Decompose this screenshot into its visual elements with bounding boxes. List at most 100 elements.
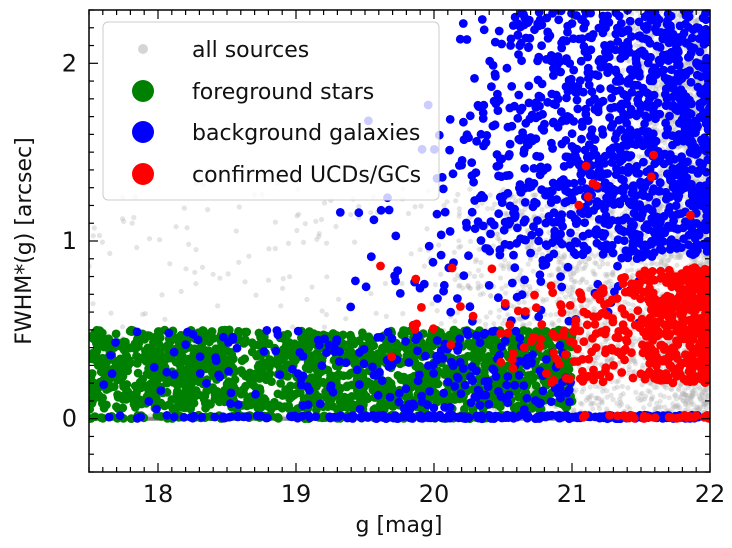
data-point xyxy=(181,205,187,211)
data-point xyxy=(568,284,574,291)
data-point xyxy=(615,378,621,384)
data-point xyxy=(363,394,373,404)
data-point xyxy=(609,355,615,361)
data-point xyxy=(210,271,216,277)
data-point xyxy=(570,284,576,290)
data-point xyxy=(588,284,594,290)
data-point xyxy=(600,261,606,267)
data-point xyxy=(555,266,561,273)
data-point xyxy=(605,358,611,365)
data-point xyxy=(676,387,682,393)
data-point xyxy=(699,391,705,397)
data-point xyxy=(586,256,593,262)
data-point xyxy=(183,266,189,272)
data-point xyxy=(178,366,187,376)
data-point xyxy=(537,245,543,252)
data-point xyxy=(204,399,214,409)
data-point xyxy=(405,210,412,217)
data-point xyxy=(683,394,690,401)
data-point xyxy=(583,262,589,268)
data-point xyxy=(150,375,160,385)
data-point xyxy=(215,392,225,401)
data-point xyxy=(498,262,504,268)
data-point xyxy=(652,406,658,412)
data-point xyxy=(539,212,545,219)
data-point xyxy=(667,254,673,260)
data-point xyxy=(672,393,678,399)
data-point xyxy=(449,325,459,335)
data-point xyxy=(671,404,677,410)
data-point xyxy=(585,256,591,262)
data-point xyxy=(265,277,272,283)
data-point xyxy=(657,392,664,398)
data-point xyxy=(368,210,374,216)
data-point xyxy=(186,241,192,247)
data-point xyxy=(179,379,188,389)
data-point xyxy=(102,358,111,367)
data-point xyxy=(586,256,593,262)
data-point xyxy=(457,282,463,288)
data-point xyxy=(321,200,328,206)
data-point xyxy=(600,388,606,394)
data-point xyxy=(676,254,682,260)
data-point xyxy=(472,259,479,265)
data-point xyxy=(571,407,577,413)
data-point xyxy=(631,358,637,364)
data-point xyxy=(465,282,471,289)
data-point xyxy=(136,383,146,393)
data-point xyxy=(516,198,522,204)
data-point xyxy=(480,291,486,297)
data-point xyxy=(438,271,444,277)
data-point xyxy=(485,206,491,212)
data-point xyxy=(688,396,694,402)
data-point xyxy=(577,279,583,285)
data-point xyxy=(648,397,655,403)
data-point xyxy=(696,393,702,399)
data-point xyxy=(658,82,665,88)
data-point xyxy=(607,278,613,284)
data-point xyxy=(147,413,153,419)
data-point xyxy=(639,396,645,402)
data-point xyxy=(672,392,679,398)
data-point xyxy=(661,253,667,260)
data-point xyxy=(688,401,694,407)
data-point xyxy=(294,213,300,219)
data-point xyxy=(650,394,656,400)
data-point xyxy=(131,214,137,221)
data-point xyxy=(239,389,249,398)
data-point xyxy=(630,272,636,279)
plot-area xyxy=(89,10,710,424)
data-point xyxy=(412,204,418,210)
data-point xyxy=(586,396,592,402)
data-point xyxy=(240,354,250,364)
data-point xyxy=(602,271,609,277)
data-point xyxy=(604,388,610,394)
data-point xyxy=(571,308,578,314)
data-point xyxy=(561,254,568,260)
data-point xyxy=(579,277,585,283)
data-point xyxy=(605,261,611,267)
data-point xyxy=(696,406,702,412)
data-point xyxy=(544,297,550,303)
data-point xyxy=(702,401,708,407)
data-point xyxy=(471,273,478,279)
data-point xyxy=(254,360,264,369)
data-point xyxy=(536,246,542,253)
data-point xyxy=(477,292,483,298)
data-point xyxy=(460,285,466,291)
data-point xyxy=(429,301,435,307)
data-point xyxy=(524,228,530,234)
data-point xyxy=(199,264,206,270)
data-point xyxy=(575,263,582,269)
data-point xyxy=(167,261,173,267)
data-point xyxy=(688,394,694,400)
data-point xyxy=(314,236,320,242)
data-point xyxy=(668,386,674,392)
data-point xyxy=(489,205,496,212)
data-point xyxy=(502,257,508,263)
data-point xyxy=(272,245,278,252)
data-point xyxy=(455,191,461,198)
data-point xyxy=(592,260,598,266)
data-point xyxy=(601,385,607,391)
data-point xyxy=(444,199,450,205)
